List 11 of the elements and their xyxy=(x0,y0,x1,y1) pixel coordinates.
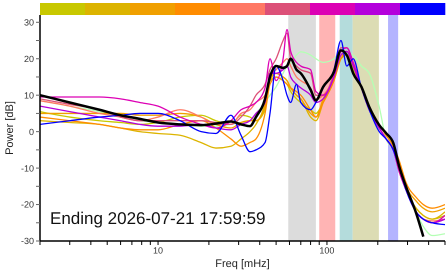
x-axis-title: Freq [mHz] xyxy=(215,258,270,270)
y-tick-label: 10 xyxy=(24,90,34,100)
y-tick-label: -10 xyxy=(20,163,34,174)
y-tick-label: 20 xyxy=(24,54,34,64)
y-tick-label: 30 xyxy=(24,17,34,28)
y-tick-label: -20 xyxy=(20,200,34,210)
annotation: Ending 2026-07-21 17:59:59 xyxy=(50,209,266,229)
y-tick-label: -30 xyxy=(20,236,34,246)
y-axis-title: Power [dB] xyxy=(4,101,16,155)
x-tick-label: 100 xyxy=(319,245,334,256)
y-tick-label: 0 xyxy=(28,126,34,137)
